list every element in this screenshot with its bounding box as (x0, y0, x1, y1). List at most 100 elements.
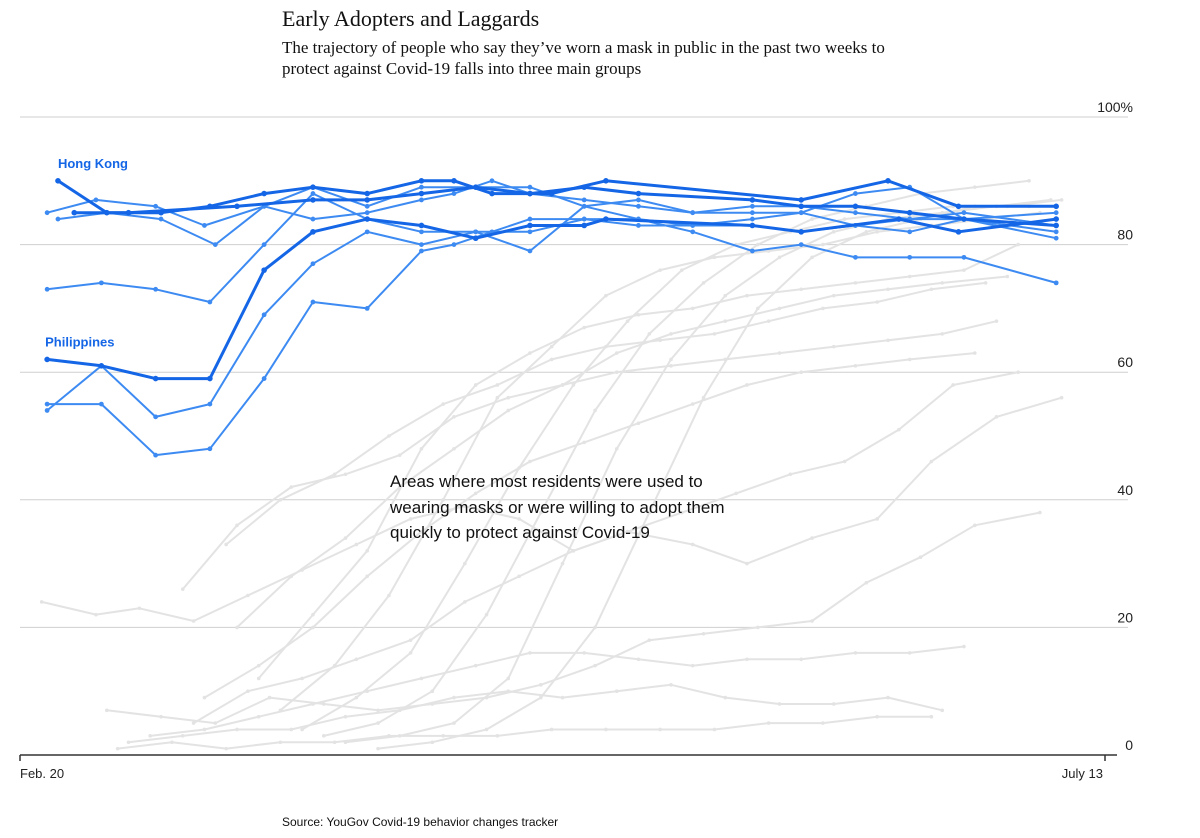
data-point (472, 235, 479, 242)
data-point (506, 395, 511, 400)
data-point (798, 229, 804, 235)
data-point (408, 517, 413, 521)
data-point (875, 300, 879, 304)
data-point (907, 651, 912, 655)
data-point (853, 281, 858, 285)
data-point (614, 351, 619, 355)
data-point (278, 740, 283, 745)
y-tick-label: 40 (1117, 482, 1133, 498)
data-point (897, 427, 901, 432)
data-point (527, 216, 533, 222)
data-point (647, 638, 652, 642)
data-point (581, 216, 587, 222)
data-point (821, 721, 825, 725)
data-point (235, 523, 239, 528)
data-point (810, 619, 814, 623)
data-point (397, 453, 402, 457)
series-group-1 (71, 184, 1059, 229)
data-point (636, 312, 641, 317)
data-point (419, 229, 424, 235)
data-point (419, 242, 424, 248)
data-point (105, 708, 109, 713)
data-point (364, 216, 371, 222)
data-point (571, 549, 576, 553)
data-point (636, 421, 641, 426)
data-point (701, 631, 706, 636)
data-point (332, 663, 337, 668)
data-point (527, 184, 533, 190)
data-point (690, 663, 695, 668)
source-note: Source: YouGov Covid-19 behavior changes… (282, 815, 559, 829)
data-point (98, 280, 104, 286)
data-point (311, 625, 315, 630)
data-point (332, 740, 337, 745)
data-point (549, 727, 554, 732)
data-point (343, 536, 348, 540)
data-point (289, 574, 294, 579)
data-point (93, 197, 99, 203)
data-point (256, 663, 261, 668)
data-point (495, 383, 500, 387)
data-point (451, 178, 457, 184)
data-point (484, 612, 489, 617)
series-gray-15 (202, 351, 977, 700)
data-point (635, 190, 642, 197)
data-point (364, 197, 371, 203)
series-label-philippines: Philippines (45, 334, 114, 349)
data-point (278, 498, 283, 502)
data-point (191, 619, 196, 623)
data-point (680, 510, 684, 515)
series-label-hong-kong: Hong Kong (58, 156, 128, 171)
data-point (896, 216, 902, 222)
data-point (560, 695, 565, 700)
blue-series-group (44, 178, 1059, 458)
data-point (549, 344, 554, 349)
data-point (723, 319, 728, 323)
data-point (212, 242, 218, 248)
data-point (799, 370, 803, 375)
data-point (115, 746, 120, 751)
data-point (690, 210, 696, 216)
series-line (322, 179, 1031, 737)
data-point (441, 734, 445, 738)
data-point (408, 651, 413, 655)
data-point (548, 190, 555, 197)
data-point (463, 600, 467, 604)
data-point (593, 663, 597, 668)
data-point (489, 190, 495, 197)
data-point (451, 191, 457, 196)
data-point (419, 446, 424, 451)
data-point (44, 356, 50, 363)
data-point (647, 332, 652, 336)
data-point (940, 332, 945, 336)
data-point (364, 229, 370, 235)
data-point (810, 217, 814, 221)
data-point (159, 714, 163, 719)
data-point (452, 415, 456, 419)
data-point (745, 383, 749, 387)
data-point (690, 542, 695, 547)
data-point (365, 574, 370, 579)
data-point (365, 689, 370, 693)
data-point (1016, 242, 1020, 247)
data-point (261, 267, 267, 273)
data-point (473, 229, 479, 235)
x-tick-label: Feb. 20 (20, 766, 64, 781)
data-point (749, 216, 755, 222)
data-point (918, 555, 923, 560)
data-point (202, 223, 207, 228)
x-tick-label: July 13 (1062, 766, 1103, 781)
data-point (749, 203, 755, 209)
series-line (72, 185, 1058, 227)
series-gray-10 (278, 210, 1042, 713)
series-gray-2 (105, 510, 1042, 725)
data-point (1053, 222, 1059, 229)
data-point (153, 286, 159, 292)
data-point (723, 293, 728, 298)
data-point (749, 210, 755, 216)
data-point (343, 472, 348, 477)
series-line (57, 186, 1058, 246)
data-point (571, 383, 576, 387)
data-point (452, 721, 456, 725)
series-line (127, 683, 944, 744)
